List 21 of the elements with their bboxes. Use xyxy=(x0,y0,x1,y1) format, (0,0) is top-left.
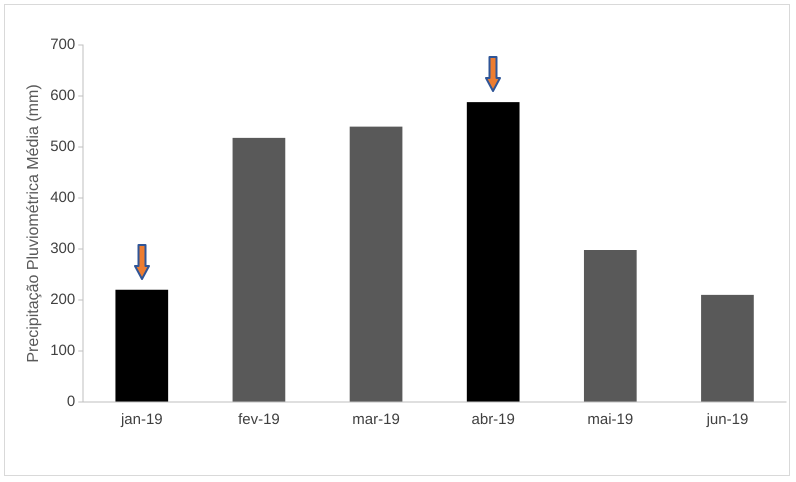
x-tick-label: mai-19 xyxy=(587,411,634,428)
y-tick-label: 200 xyxy=(50,291,76,308)
y-tick-label: 700 xyxy=(50,36,76,54)
y-tick-label: 500 xyxy=(50,138,76,156)
bar xyxy=(350,126,402,402)
bar xyxy=(466,102,520,402)
x-tick-label: jun-19 xyxy=(706,411,748,428)
bar xyxy=(115,290,168,402)
y-axis-title: Precipitação Pluviométrica Média (mm) xyxy=(25,84,42,363)
x-tick-label: abr-19 xyxy=(472,411,515,428)
x-tick-label: jan-19 xyxy=(120,411,163,428)
y-tick-label: 100 xyxy=(50,342,76,360)
x-tick-label: mar-19 xyxy=(352,411,400,428)
y-tick-label: 0 xyxy=(66,393,76,410)
y-tick-label: 600 xyxy=(50,87,76,104)
x-tick-label: fev-19 xyxy=(238,411,280,428)
bar xyxy=(584,250,637,402)
bar xyxy=(232,138,286,402)
bar xyxy=(701,294,754,402)
y-tick-label: 400 xyxy=(50,189,76,206)
y-tick-label: 300 xyxy=(50,240,76,258)
